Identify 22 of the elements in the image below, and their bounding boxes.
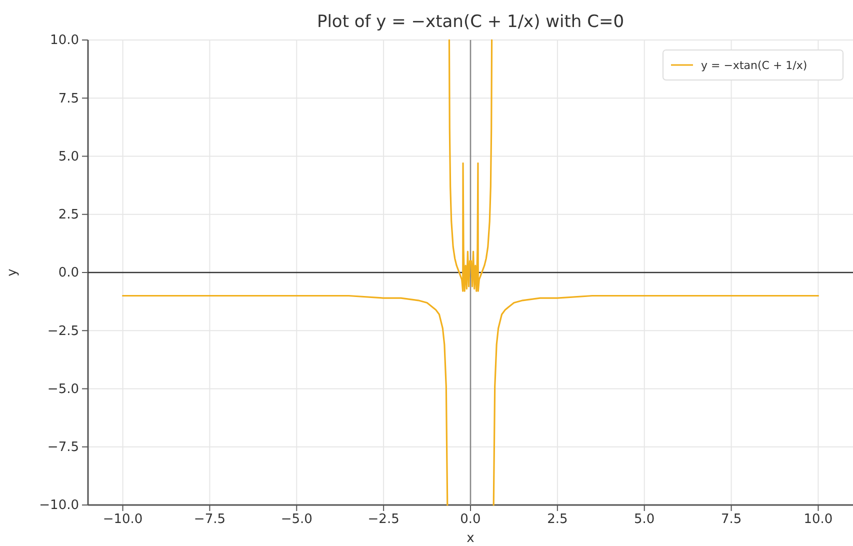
x-tick-label: 5.0 xyxy=(634,512,655,528)
y-tick-label: −2.5 xyxy=(47,324,79,339)
y-axis-title: y xyxy=(5,268,20,276)
x-tick-label: −7.5 xyxy=(194,512,226,528)
y-tick-label: −7.5 xyxy=(47,440,79,456)
x-tick-label: 2.5 xyxy=(547,512,568,528)
chart-title: Plot of y = −xtan(C + 1/x) with C=0 xyxy=(316,12,624,32)
x-tick-label: −2.5 xyxy=(368,512,400,528)
x-tick-label: 10.0 xyxy=(804,512,833,528)
y-tick-label: 5.0 xyxy=(58,149,79,164)
x-tick-label: −10.0 xyxy=(102,512,143,528)
y-tick-label: −10.0 xyxy=(39,498,79,514)
y-tick-label: 10.0 xyxy=(50,33,79,48)
y-tick-label: 7.5 xyxy=(58,91,79,106)
x-tick-label: 7.5 xyxy=(720,512,742,528)
x-axis-title: x xyxy=(466,531,475,546)
x-tick-label: 0.0 xyxy=(460,512,481,528)
y-tick-label: 0.0 xyxy=(58,266,79,281)
x-tick-label: −5.0 xyxy=(280,512,312,528)
y-tick-label: 2.5 xyxy=(58,208,79,223)
legend-label: y = −xtan(C + 1/x) xyxy=(701,59,808,72)
y-tick-label: −5.0 xyxy=(47,382,79,397)
